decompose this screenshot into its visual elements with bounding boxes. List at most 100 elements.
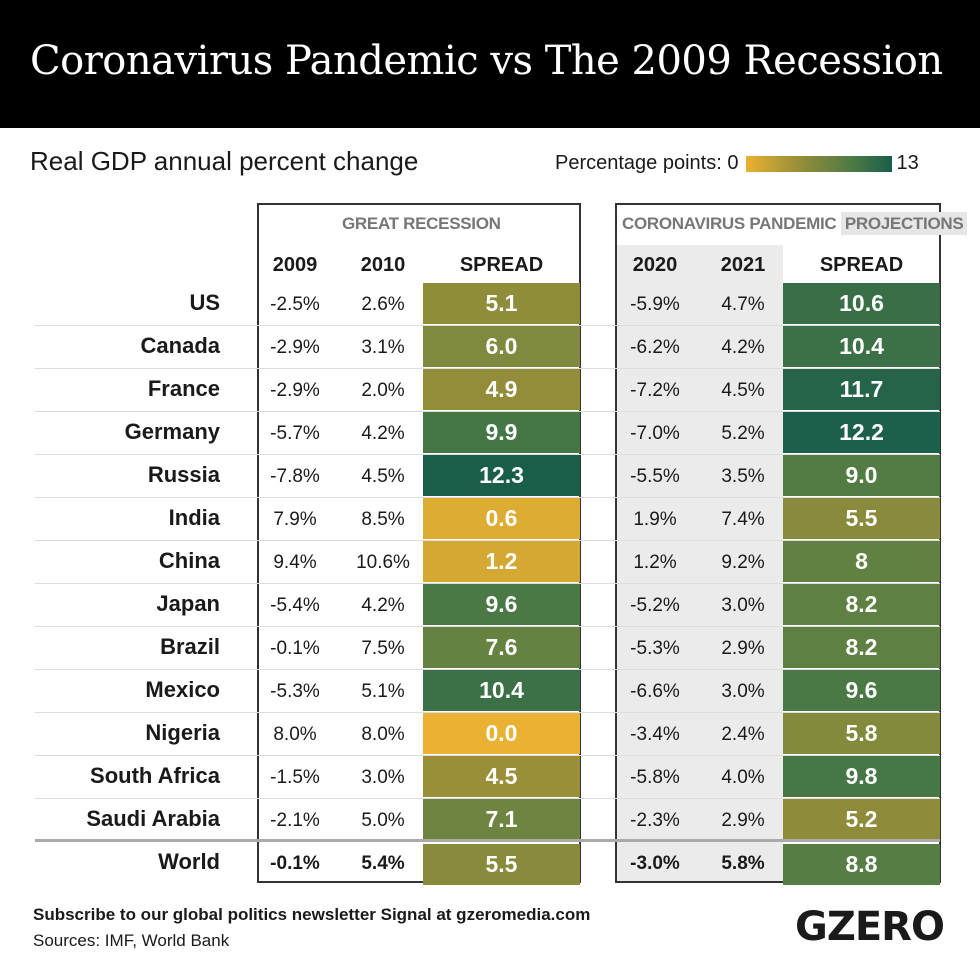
country-label: Mexico [145,677,220,702]
projections-tag: PROJECTIONS [840,212,968,235]
spread-2020-2021: 5.5 [783,498,940,539]
row-divider [35,626,940,627]
value-2010: 3.1% [361,337,405,358]
value-2009: -2.9% [270,380,320,401]
value-2009: 8.0% [273,724,317,745]
value-2021: 4.5% [721,380,765,401]
value-2021: 5.2% [721,423,765,444]
country-label: Saudi Arabia [86,806,220,831]
header-2021: 2021 [720,254,766,276]
spread-2020-2021: 8.8 [783,844,940,885]
value-2010: 10.6% [356,552,410,573]
row-divider [35,454,940,455]
row-divider [35,411,940,412]
value-2021: 3.5% [721,466,765,487]
country-label: France [147,376,220,401]
spread-2009-2010: 1.2 [423,541,580,582]
country-label: China [158,548,220,573]
spread-2020-2021: 9.6 [783,670,940,711]
country-label: India [168,505,220,530]
gzero-logo: GZERO [795,904,945,950]
value-2009: -2.1% [270,810,320,831]
value-2020: -7.0% [630,423,680,444]
spread-2009-2010: 0.0 [423,713,580,754]
group-great-recession: GREAT RECESSION [342,214,501,233]
spread-2020-2021: 10.6 [783,283,940,324]
value-2009: -5.7% [270,423,320,444]
header-spread-1: SPREAD [459,254,544,276]
row-divider [35,669,940,670]
value-2009: -5.3% [270,681,320,702]
value-2021: 3.0% [721,681,765,702]
spread-2020-2021: 9.8 [783,756,940,797]
row-divider [35,798,940,799]
row-divider [35,497,940,498]
country-label: Brazil [160,634,220,659]
header-spread-2: SPREAD [819,254,904,276]
spread-2009-2010: 4.5 [423,756,580,797]
value-2009: -0.1% [270,853,320,874]
spread-2009-2010: 5.5 [423,844,580,885]
group-pandemic: CORONAVIRUS PANDEMIC PROJECTIONS [622,212,968,235]
value-2009: -5.4% [270,595,320,616]
country-label: South Africa [90,763,220,788]
value-2009: 9.4% [273,552,317,573]
value-2010: 4.2% [361,423,405,444]
row-divider [35,755,940,756]
spread-2020-2021: 8.2 [783,627,940,668]
group-pandemic-label: CORONAVIRUS PANDEMIC [622,214,837,233]
value-2020: -5.9% [630,294,680,315]
value-2021: 3.0% [721,595,765,616]
header-2009: 2009 [272,254,318,276]
value-2009: -2.5% [270,294,320,315]
value-2009: -1.5% [270,767,320,788]
value-2021: 2.4% [721,724,765,745]
spread-2020-2021: 8.2 [783,584,940,625]
value-2010: 5.1% [361,681,405,702]
spread-2009-2010: 7.6 [423,627,580,668]
world-divider [35,839,583,842]
value-2010: 2.0% [361,380,405,401]
color-legend: Percentage points: 0 13 [555,152,919,175]
value-2010: 8.0% [361,724,405,745]
spread-2009-2010: 10.4 [423,670,580,711]
value-2020: -5.2% [630,595,680,616]
legend-min: 0 [727,152,739,174]
value-2010: 7.5% [361,638,405,659]
spread-2009-2010: 6.0 [423,326,580,367]
chart-subtitle: Real GDP annual percent change [30,146,419,176]
spread-2009-2010: 12.3 [423,455,580,496]
value-2010: 5.0% [361,810,405,831]
value-2021: 7.4% [721,509,765,530]
spread-2020-2021: 9.0 [783,455,940,496]
country-label: Russia [147,462,220,487]
value-2020: 1.9% [633,509,677,530]
value-2021: 5.8% [721,853,765,874]
header-2010: 2010 [360,254,406,276]
row-divider [35,325,940,326]
subscribe-note: Subscribe to our global politics newslet… [33,905,591,924]
row-divider [35,583,940,584]
spread-2009-2010: 7.1 [423,799,580,840]
sources-note: Sources: IMF, World Bank [33,931,230,950]
legend-label: Percentage points: [555,152,722,174]
value-2010: 5.4% [361,853,405,874]
value-2009: 7.9% [273,509,317,530]
title-bar: Coronavirus Pandemic vs The 2009 Recessi… [0,0,980,128]
value-2010: 2.6% [361,294,405,315]
projection-band [617,245,783,881]
spread-2009-2010: 4.9 [423,369,580,410]
spread-2020-2021: 10.4 [783,326,940,367]
great-recession-panel [257,203,581,883]
spread-2020-2021: 5.2 [783,799,940,840]
country-label: World [158,849,220,874]
world-divider-right [583,839,940,842]
value-2020: -5.5% [630,466,680,487]
spread-2020-2021: 12.2 [783,412,940,453]
value-2020: -3.4% [630,724,680,745]
value-2009: -7.8% [270,466,320,487]
legend-max: 13 [896,152,919,174]
country-label: Canada [140,333,220,358]
value-2021: 2.9% [721,810,765,831]
spread-2009-2010: 5.1 [423,283,580,324]
